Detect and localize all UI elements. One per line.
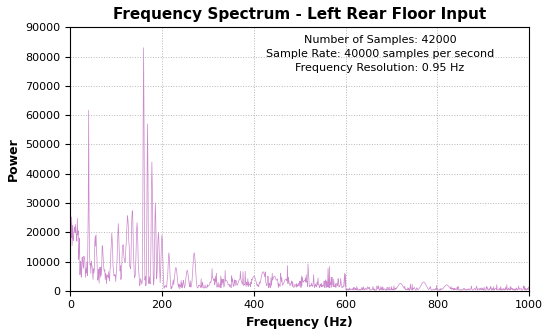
Title: Frequency Spectrum - Left Rear Floor Input: Frequency Spectrum - Left Rear Floor Inp… bbox=[113, 7, 486, 22]
Text: Number of Samples: 42000
Sample Rate: 40000 samples per second
Frequency Resolut: Number of Samples: 42000 Sample Rate: 40… bbox=[266, 35, 494, 73]
Y-axis label: Power: Power bbox=[7, 137, 20, 181]
X-axis label: Frequency (Hz): Frequency (Hz) bbox=[246, 316, 353, 329]
